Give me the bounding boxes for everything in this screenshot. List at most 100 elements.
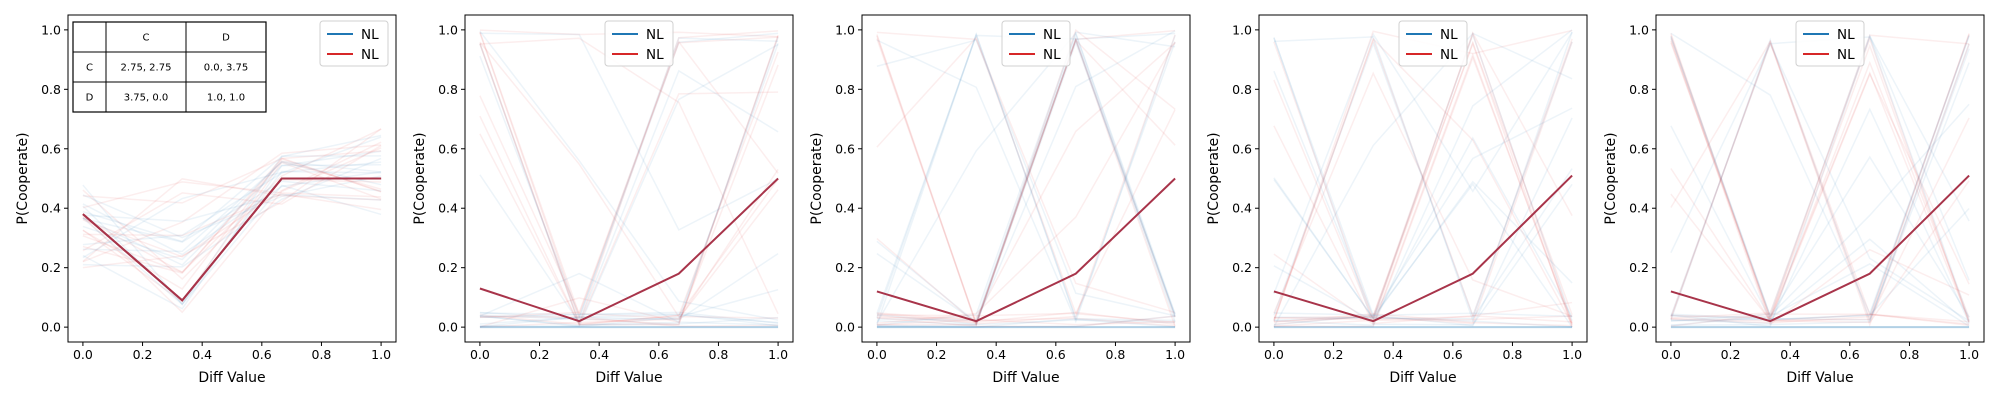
run-line xyxy=(82,160,382,261)
run-line xyxy=(1670,35,1970,318)
table-cell: 3.75, 0.0 xyxy=(124,93,169,104)
x-axis-label: Diff Value xyxy=(1786,370,1853,386)
run-line xyxy=(479,55,779,324)
run-line xyxy=(1273,136,1573,323)
series-line-2 xyxy=(479,177,779,323)
x-tick-label: 0.8 xyxy=(1503,347,1523,362)
y-tick-label: 1.0 xyxy=(41,22,61,37)
run-line xyxy=(1273,37,1573,325)
legend: NL NL xyxy=(1001,20,1071,67)
run-line xyxy=(1670,33,1970,322)
run-line xyxy=(479,64,779,328)
x-tick-label: 0.2 xyxy=(1324,347,1344,362)
plot-area xyxy=(1670,32,1970,329)
run-line xyxy=(1670,33,1970,322)
run-line xyxy=(479,32,779,326)
run-line xyxy=(1273,40,1573,321)
run-line xyxy=(1670,39,1970,326)
plot-area xyxy=(876,28,1176,329)
run-line xyxy=(1273,125,1573,325)
y-tick-label: 0.4 xyxy=(41,201,61,216)
run-line xyxy=(479,316,779,327)
x-tick-label: 1.0 xyxy=(1165,347,1185,362)
run-line xyxy=(1273,71,1573,317)
y-axis-label: P(Cooperate) xyxy=(1603,132,1619,224)
y-tick-label: 0.8 xyxy=(835,82,855,97)
run-line xyxy=(479,32,779,231)
table-cell: C xyxy=(86,63,93,74)
x-tick-label: 0.0 xyxy=(73,347,93,362)
run-line xyxy=(1670,207,1970,321)
run-line xyxy=(1670,42,1970,323)
chart-panel-5: 0.0 0.2 0.4 0.6 0.8 1.0 0.0 0.2 0.4 0.6 0.8 1.0 Diff… xyxy=(1603,14,1985,386)
run-line xyxy=(479,252,779,325)
run-line xyxy=(876,40,1176,327)
x-tick-label: 0.2 xyxy=(927,347,947,362)
x-axis-label: Diff Value xyxy=(198,370,265,386)
payoff-table: C D C 2.75, 2.75 0.0, 3.75 D 3.75, 0.0 1.0, 1.0 xyxy=(72,21,267,113)
run-line xyxy=(82,161,382,303)
legend: NL NL xyxy=(1795,20,1865,67)
y-tick-label: 0.2 xyxy=(835,260,855,275)
run-line xyxy=(1273,41,1573,319)
y-tick-label: 1.0 xyxy=(1232,22,1252,37)
run-line xyxy=(1273,32,1573,322)
axes-frame xyxy=(1655,14,1985,343)
x-tick-label: 0.4 xyxy=(192,347,212,362)
table-frame xyxy=(72,21,267,113)
x-tick-label: 0.6 xyxy=(252,347,272,362)
chart-panel-1: 0.0 0.2 0.4 0.6 0.8 1.0 0.0 0.2 0.4 0.6 0.8 1.0 Diff… xyxy=(15,14,397,386)
run-line xyxy=(1273,31,1573,323)
table-cell: C xyxy=(143,33,150,44)
run-line xyxy=(479,40,779,319)
run-line xyxy=(1670,38,1970,326)
x-tick-label: 0.2 xyxy=(530,347,550,362)
run-line xyxy=(479,43,779,321)
run-line xyxy=(479,91,779,327)
run-line xyxy=(1670,36,1970,323)
x-tick-label: 0.0 xyxy=(470,347,490,362)
run-line xyxy=(876,311,1176,326)
run-line xyxy=(1670,43,1970,326)
y-tick-label: 0.6 xyxy=(1232,141,1252,156)
run-line xyxy=(1670,238,1970,325)
run-line xyxy=(479,37,779,315)
legend-label-2: NL xyxy=(1837,47,1855,63)
run-line xyxy=(1273,41,1573,325)
axes-frame xyxy=(1258,14,1588,343)
legend: NL NL xyxy=(319,20,389,67)
x-tick-label: 1.0 xyxy=(371,347,391,362)
run-line xyxy=(1273,31,1573,327)
legend-label-1: NL xyxy=(1440,27,1458,43)
run-line xyxy=(876,36,1176,324)
run-line xyxy=(1670,117,1970,322)
run-line xyxy=(82,161,382,259)
y-tick-label: 0.4 xyxy=(438,201,458,216)
individual-runs xyxy=(82,128,382,314)
table-cell: 1.0, 1.0 xyxy=(207,93,245,104)
run-line xyxy=(876,319,1176,326)
run-line xyxy=(1670,34,1970,324)
run-line xyxy=(876,29,1176,326)
run-line xyxy=(82,150,382,204)
x-tick-label: 0.6 xyxy=(1840,347,1860,362)
run-line xyxy=(82,180,382,243)
run-line xyxy=(82,175,382,239)
run-line xyxy=(1670,71,1970,322)
run-line xyxy=(82,155,382,306)
plot-area xyxy=(82,128,382,314)
legend: NL NL xyxy=(604,20,674,67)
y-axis-label: P(Cooperate) xyxy=(412,132,428,224)
run-line xyxy=(479,43,779,327)
y-tick-label: 0.0 xyxy=(835,320,855,335)
run-line xyxy=(82,178,382,281)
run-line xyxy=(1273,316,1573,328)
x-tick-label: 0.8 xyxy=(709,347,729,362)
run-line xyxy=(479,36,779,326)
run-line xyxy=(82,144,382,252)
y-tick-label: 0.6 xyxy=(1629,141,1649,156)
run-line xyxy=(1273,29,1573,327)
legend-label-1: NL xyxy=(646,27,664,43)
run-line xyxy=(1273,32,1573,328)
run-line xyxy=(479,168,779,328)
